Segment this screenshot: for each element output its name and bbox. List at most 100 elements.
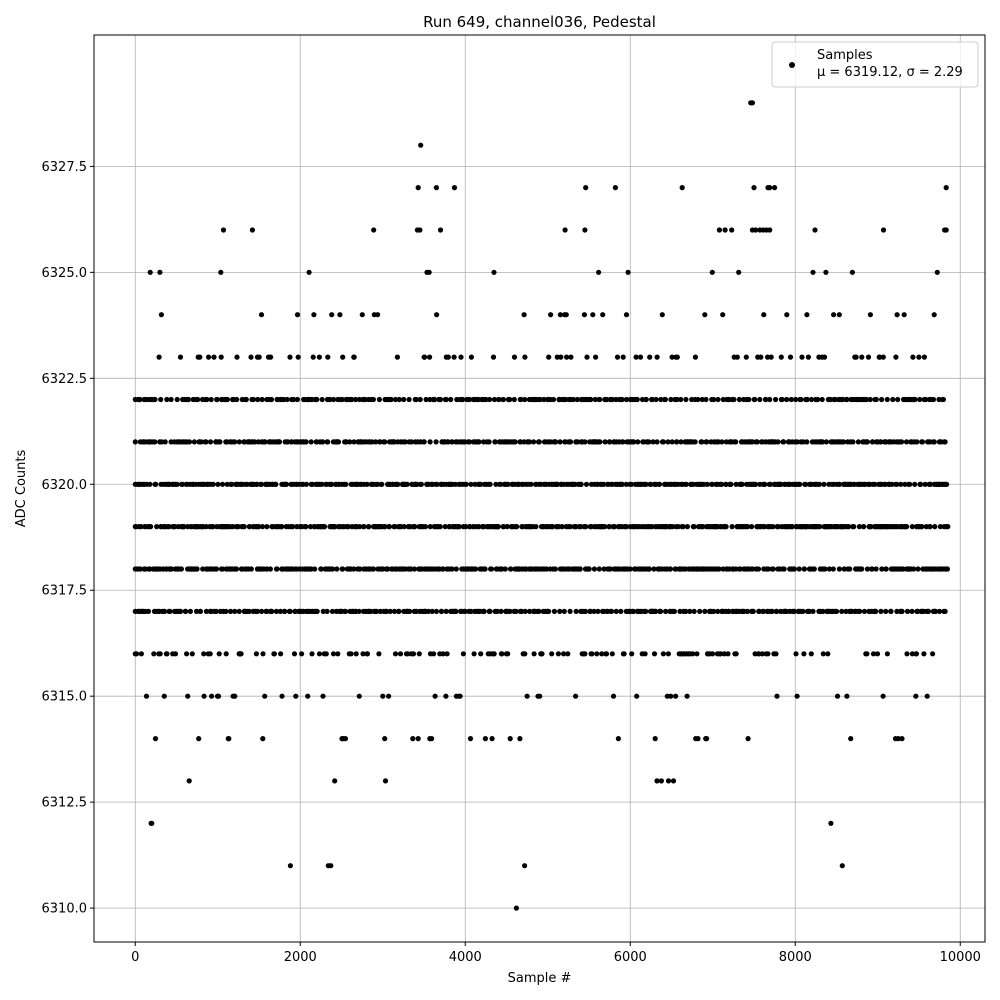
data-point — [251, 439, 257, 445]
data-point — [443, 608, 449, 615]
data-point — [893, 439, 900, 445]
data-point — [166, 524, 172, 530]
data-point — [728, 439, 734, 445]
data-point — [659, 439, 666, 445]
data-point — [492, 608, 498, 615]
data-point — [164, 481, 170, 487]
data-point — [656, 481, 663, 487]
data-point — [504, 524, 510, 530]
data-point — [283, 481, 289, 487]
data-point — [841, 524, 847, 530]
data-point — [246, 524, 252, 530]
data-point — [559, 524, 565, 530]
data-point — [921, 651, 927, 657]
data-point — [810, 608, 816, 615]
data-point — [411, 608, 417, 615]
data-point — [481, 608, 487, 615]
plot-area-frame — [93, 34, 986, 943]
data-point — [342, 439, 348, 445]
data-point — [434, 312, 440, 318]
data-point — [392, 396, 399, 403]
data-point — [787, 566, 793, 572]
data-point — [909, 651, 916, 657]
data-point — [778, 396, 785, 403]
data-point — [818, 439, 824, 445]
data-point — [502, 566, 508, 572]
data-point — [831, 481, 837, 487]
data-point — [443, 693, 449, 699]
data-point — [893, 481, 899, 487]
data-point — [218, 566, 225, 572]
data-point — [134, 651, 140, 657]
data-point — [468, 481, 474, 487]
data-point — [440, 651, 446, 657]
data-point — [411, 566, 417, 572]
data-point — [621, 566, 627, 572]
data-point — [167, 566, 173, 572]
data-point — [931, 312, 937, 318]
data-point — [597, 396, 603, 403]
data-point — [401, 396, 407, 403]
data-point — [471, 439, 477, 445]
data-point — [858, 396, 864, 403]
data-point — [552, 566, 559, 572]
data-point — [545, 396, 551, 403]
data-point — [375, 566, 381, 572]
data-point — [867, 312, 874, 318]
data-point — [775, 566, 781, 572]
data-point — [208, 396, 214, 403]
data-point — [582, 439, 588, 445]
data-point — [254, 608, 260, 615]
data-point — [586, 566, 592, 572]
data-point — [151, 651, 157, 657]
data-point — [733, 651, 739, 657]
data-point — [203, 524, 209, 530]
data-point — [491, 651, 497, 657]
data-point — [808, 396, 815, 403]
data-point — [174, 396, 180, 403]
data-point — [731, 396, 737, 403]
data-point — [503, 608, 509, 615]
data-point — [299, 481, 305, 487]
data-point — [849, 269, 856, 275]
data-point — [305, 396, 311, 403]
x-tick-label: 4000 — [449, 950, 482, 965]
data-point — [389, 481, 395, 487]
data-point — [657, 608, 663, 615]
data-point — [145, 608, 151, 615]
data-point — [589, 651, 595, 657]
data-point — [924, 566, 930, 572]
data-point — [836, 481, 843, 487]
data-point — [564, 354, 570, 360]
data-point — [739, 524, 745, 530]
data-point — [943, 524, 950, 530]
data-point — [815, 396, 821, 403]
data-point — [335, 524, 342, 530]
data-point — [570, 396, 577, 403]
data-point — [553, 439, 559, 445]
data-point — [789, 524, 795, 530]
data-point — [821, 481, 827, 487]
data-point — [667, 481, 673, 487]
data-point — [526, 396, 533, 403]
data-point — [632, 481, 639, 487]
data-point — [592, 439, 598, 445]
data-point — [695, 736, 701, 742]
data-point — [517, 396, 523, 403]
data-point — [639, 608, 645, 615]
data-point — [357, 524, 363, 530]
data-point — [232, 608, 238, 615]
data-point — [209, 524, 215, 530]
data-point — [422, 566, 428, 572]
data-point — [313, 396, 319, 403]
data-point — [147, 439, 153, 445]
data-point — [408, 566, 414, 572]
data-point — [284, 396, 290, 403]
data-point — [215, 481, 221, 487]
data-point — [767, 185, 773, 191]
data-point — [451, 354, 457, 360]
data-point — [756, 651, 762, 657]
data-point — [456, 524, 462, 530]
data-point — [458, 354, 464, 360]
data-point — [348, 651, 354, 657]
